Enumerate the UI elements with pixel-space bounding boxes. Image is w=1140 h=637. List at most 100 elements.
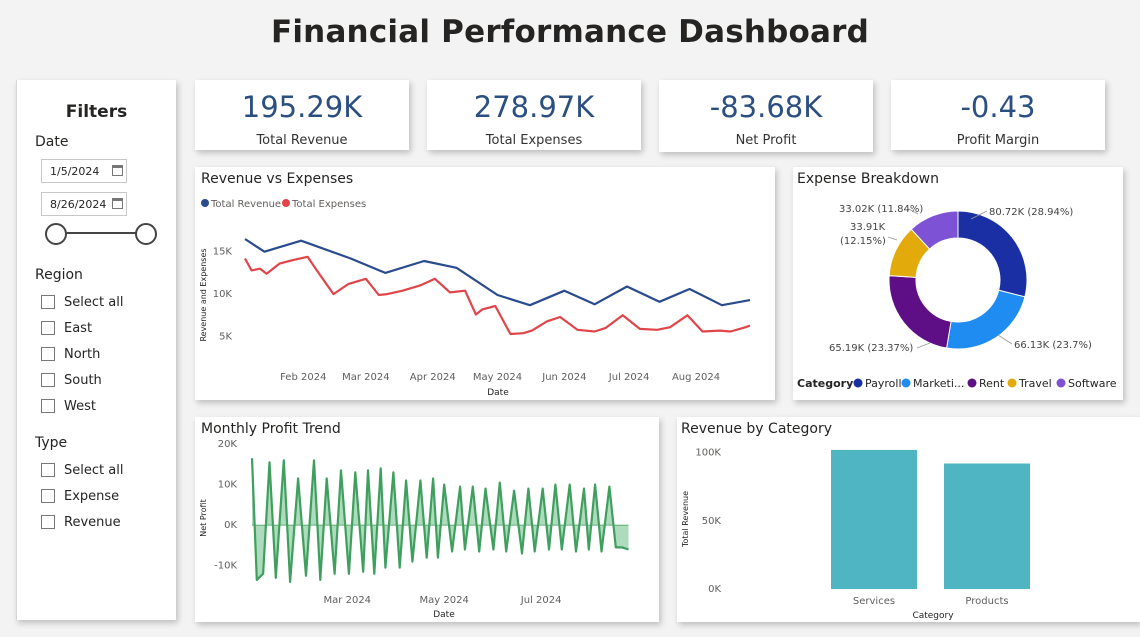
- x-axis-label: Date: [433, 610, 455, 620]
- legend-label: Software: [1068, 377, 1117, 390]
- x-tick-label: Feb 2024: [280, 372, 326, 383]
- date-slider-start-handle[interactable]: [45, 223, 67, 245]
- legend-marker-total-revenue: [201, 199, 209, 207]
- checkbox[interactable]: [41, 373, 55, 387]
- region-option-north[interactable]: North: [41, 345, 100, 363]
- leader-line-payroll: [970, 210, 988, 220]
- region-option-east[interactable]: East: [41, 319, 92, 337]
- slice-label-travel: 33.91K (12.15%): [840, 222, 886, 247]
- legend-marker: [967, 378, 977, 388]
- legend-label: Payroll: [865, 377, 902, 390]
- checkbox-label: Revenue: [64, 514, 121, 530]
- leader-line-travel: [887, 236, 898, 241]
- x-axis-label: Date: [487, 388, 509, 398]
- legend-marker: [901, 378, 911, 388]
- type-filter-label: Type: [35, 435, 68, 451]
- checkbox[interactable]: [41, 489, 55, 503]
- filters-panel: Filters Date 1/5/2024 8/26/2024 Region S…: [16, 80, 176, 620]
- checkbox[interactable]: [41, 347, 55, 361]
- start-date-value: 1/5/2024: [50, 165, 100, 178]
- y-axis-label: Revenue and Expenses: [199, 248, 208, 341]
- leader-line-marketing: [997, 334, 1013, 345]
- kpi-value: 195.29K: [241, 90, 363, 124]
- date-slider-end-handle[interactable]: [135, 223, 157, 245]
- region-option-south[interactable]: South: [41, 371, 102, 389]
- legend-label: Rent: [979, 377, 1005, 390]
- legend-marker: [1056, 378, 1066, 388]
- y-tick-label: 15K: [213, 247, 233, 258]
- legend-label: Travel: [1018, 377, 1052, 390]
- region-option-west[interactable]: West: [41, 397, 96, 415]
- chart-title: Expense Breakdown: [797, 171, 939, 187]
- y-tick-label: 0K: [224, 520, 237, 531]
- chart-title: Revenue vs Expenses: [201, 171, 354, 187]
- revenue-by-category-card: Revenue by Category Total Revenue Catego…: [677, 417, 1140, 622]
- pie-slice-payroll[interactable]: [957, 210, 1028, 298]
- type-option-revenue[interactable]: Revenue: [41, 513, 121, 531]
- y-tick-label: 100K: [695, 448, 721, 459]
- expense-breakdown-card: Expense Breakdown 80.72K (28.94%) 66.13K…: [793, 167, 1123, 400]
- type-option-expense[interactable]: Expense: [41, 487, 119, 505]
- slice-label-payroll: 80.72K (28.94%): [989, 207, 1073, 218]
- kpi-card-total-revenue: 195.29K Total Revenue: [195, 80, 409, 150]
- calendar-icon[interactable]: [112, 198, 123, 209]
- x-tick-label: Aug 2024: [672, 372, 720, 383]
- type-option-select-all[interactable]: Select all: [41, 461, 123, 479]
- x-tick-label: Mar 2024: [342, 372, 390, 383]
- checkbox-label: Select all: [64, 294, 124, 310]
- end-date-value: 8/26/2024: [50, 198, 107, 211]
- page-title: Financial Performance Dashboard: [270, 14, 870, 50]
- y-tick-label: 0K: [708, 584, 721, 595]
- checkbox-label: Expense: [64, 488, 120, 504]
- checkbox[interactable]: [41, 399, 55, 413]
- y-tick-label: 50K: [702, 516, 722, 527]
- pie-slice-rent[interactable]: [888, 275, 952, 349]
- end-date-input[interactable]: 8/26/2024: [41, 192, 127, 216]
- date-slider-track[interactable]: [57, 232, 145, 234]
- legend-marker: [853, 378, 863, 388]
- y-tick-label: 5K: [219, 332, 232, 343]
- checkbox-label: East: [64, 320, 93, 336]
- slice-label-marketing: 66.13K (23.7%): [1014, 340, 1092, 351]
- filters-title: Filters: [65, 102, 128, 122]
- expense-breakdown-chart: 80.72K (28.94%) 66.13K (23.7%) 65.19K (2…: [797, 204, 1117, 390]
- y-tick-label: 10K: [218, 480, 238, 491]
- x-tick-label: May 2024: [473, 372, 522, 383]
- x-tick-label: May 2024: [420, 595, 469, 606]
- region-option-select-all[interactable]: Select all: [41, 293, 123, 311]
- calendar-icon[interactable]: [112, 165, 123, 176]
- y-tick-label: 20K: [218, 439, 238, 450]
- kpi-value: -83.68K: [709, 90, 823, 124]
- checkbox[interactable]: [41, 463, 55, 477]
- kpi-card-total-expenses: 278.97K Total Expenses: [427, 80, 641, 150]
- legend-label: Marketi...: [913, 377, 964, 390]
- slice-label-software: 33.02K (11.84%): [839, 204, 923, 215]
- checkbox[interactable]: [41, 295, 55, 309]
- checkbox-label: South: [64, 372, 102, 388]
- x-tick-label: Products: [965, 596, 1008, 607]
- bar-products[interactable]: [944, 463, 1030, 590]
- bar-services[interactable]: [831, 449, 917, 589]
- checkbox-label: Select all: [64, 462, 124, 478]
- revenue-by-category-chart: Total Revenue Category 100K 50K 0K Services…: [681, 448, 1030, 621]
- checkbox-label: West: [64, 398, 96, 414]
- x-tick-label: Mar 2024: [324, 595, 372, 606]
- slice-label-rent: 65.19K (23.37%): [829, 343, 913, 354]
- date-filter-label: Date: [35, 134, 69, 150]
- revenue-vs-expenses-card: Revenue vs Expenses Total Revenue Total …: [195, 167, 775, 400]
- x-tick-label: Jun 2024: [541, 372, 586, 383]
- checkbox[interactable]: [41, 515, 55, 529]
- kpi-label: Total Revenue: [256, 133, 348, 148]
- total-revenue-line: [244, 238, 751, 307]
- x-axis-label: Category: [912, 611, 954, 621]
- legend-marker-total-expenses: [282, 199, 290, 207]
- start-date-input[interactable]: 1/5/2024: [41, 159, 127, 183]
- pie-slice-software[interactable]: [910, 210, 959, 250]
- leader-line-rent: [916, 342, 931, 349]
- kpi-card-net-profit: -83.68K Net Profit: [659, 80, 873, 152]
- region-filter-label: Region: [35, 267, 83, 283]
- leader-line-software: [906, 207, 919, 215]
- chart-title: Revenue by Category: [681, 421, 832, 437]
- checkbox[interactable]: [41, 321, 55, 335]
- legend-marker: [1007, 378, 1017, 388]
